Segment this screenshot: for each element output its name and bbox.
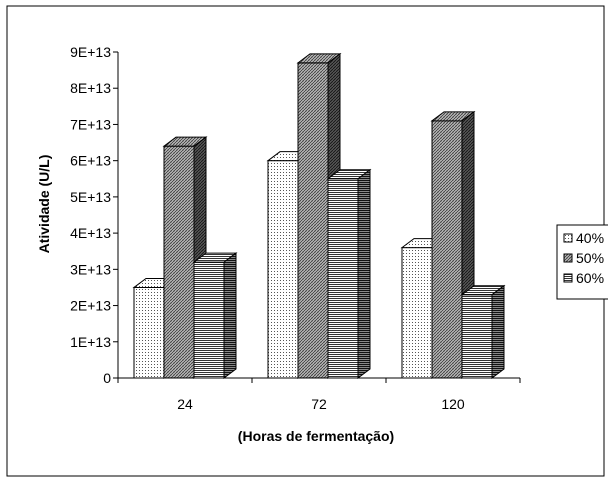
legend-swatch	[563, 253, 573, 263]
legend: 40% 50% 60%	[563, 230, 604, 286]
bar-60pct-72	[326, 168, 372, 379]
bar-60pct-24	[192, 252, 238, 379]
x-axis-label: (Horas de fermentação)	[238, 428, 394, 444]
y-tick-label: 2E+13	[70, 298, 111, 314]
y-tick-label: 4E+13	[70, 225, 111, 241]
x-tick-label: 24	[177, 396, 193, 412]
legend-swatch	[563, 273, 573, 283]
y-axis-label: Atividade (U/L)	[36, 155, 52, 254]
y-tick-label: 0	[103, 370, 111, 386]
y-tick-label: 7E+13	[70, 116, 111, 132]
y-tick-label: 6E+13	[70, 153, 111, 169]
bars	[132, 52, 506, 379]
legend-label: 60%	[576, 270, 604, 286]
tick-labels: 0 1E+13 2E+13 3E+13 4E+13 5E+13 6E+13 7E+13 8E+1…	[70, 44, 465, 412]
y-tick-label: 8E+13	[70, 80, 111, 96]
x-tick-label: 72	[311, 396, 327, 412]
y-tick-label: 5E+13	[70, 189, 111, 205]
y-tick-label: 3E+13	[70, 261, 111, 277]
legend-swatch	[563, 233, 573, 243]
legend-label: 40%	[576, 230, 604, 246]
legend-label: 50%	[576, 250, 604, 266]
y-tick-label: 1E+13	[70, 334, 111, 350]
y-tick-label: 9E+13	[70, 44, 111, 60]
x-tick-label: 120	[441, 396, 465, 412]
bar-60pct-120	[460, 284, 506, 379]
